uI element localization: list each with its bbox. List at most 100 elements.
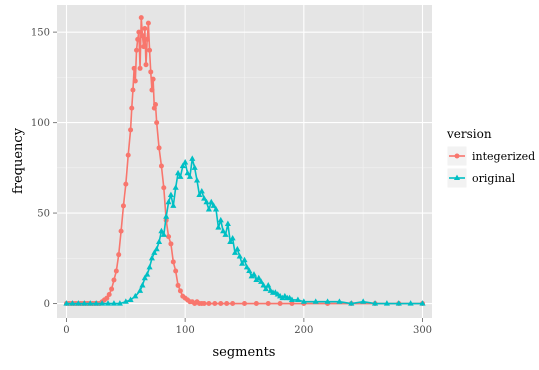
data-point-original <box>177 173 184 179</box>
data-point-integerized <box>230 301 236 307</box>
data-point-original <box>116 300 123 306</box>
data-point-original <box>172 184 179 190</box>
data-point-integerized <box>143 62 149 68</box>
data-point-original <box>165 198 172 205</box>
data-point-original <box>312 298 319 304</box>
data-point-original <box>288 296 296 302</box>
data-point-integerized <box>154 120 160 126</box>
data-point-original <box>182 159 189 165</box>
data-point-original <box>220 227 227 234</box>
data-point-original <box>155 238 163 245</box>
legend-key-marker <box>453 174 461 181</box>
data-point-original <box>153 245 160 252</box>
data-point-integerized <box>138 15 144 21</box>
data-point-integerized <box>132 78 138 84</box>
data-point-original <box>246 267 253 273</box>
data-point-original <box>160 231 167 237</box>
legend-key-marker <box>454 153 460 159</box>
data-point-integerized <box>136 29 142 35</box>
data-point-original <box>419 300 426 306</box>
legend-entry-original: original <box>446 167 516 189</box>
data-point-original <box>163 213 170 219</box>
data-point-integerized <box>161 185 167 191</box>
y-tick-label: 0 <box>44 299 50 310</box>
data-point-original <box>110 300 118 306</box>
data-point-integerized <box>130 87 136 93</box>
data-point-original <box>75 300 82 306</box>
data-point-original <box>196 191 203 198</box>
data-point-integerized <box>145 20 151 26</box>
data-point-original <box>191 164 198 170</box>
data-point-integerized <box>120 203 126 209</box>
y-axis-title: frequency <box>11 127 26 194</box>
data-point-original <box>93 300 100 306</box>
data-point-original <box>260 282 267 288</box>
data-point-integerized <box>125 152 131 158</box>
series-original <box>63 155 426 306</box>
data-point-original <box>324 298 331 304</box>
legend-title: version <box>446 127 492 141</box>
legend-label: integerized <box>472 150 535 163</box>
data-point-integerized <box>109 286 115 292</box>
data-point-original <box>336 298 343 304</box>
data-point-integerized <box>116 252 122 258</box>
data-point-original <box>127 296 134 302</box>
data-point-integerized <box>168 241 174 247</box>
data-point-original <box>137 287 144 293</box>
y-tick-label: 100 <box>31 118 50 129</box>
data-point-integerized <box>147 47 153 53</box>
data-point-integerized <box>134 47 140 53</box>
data-point-integerized <box>177 288 183 294</box>
data-point-original <box>139 282 146 288</box>
data-point-integerized <box>224 301 230 307</box>
data-point-integerized <box>106 291 112 297</box>
data-point-integerized <box>104 295 110 301</box>
data-point-original <box>170 202 177 208</box>
data-point-original <box>222 231 229 237</box>
data-point-original <box>174 169 182 176</box>
data-point-original <box>203 198 210 205</box>
data-point-integerized <box>265 301 271 307</box>
data-point-integerized <box>142 26 148 32</box>
legend-entry-integerized: integerized <box>446 145 535 167</box>
data-point-original <box>132 292 139 299</box>
data-point-original <box>224 220 231 226</box>
data-point-original <box>407 300 414 306</box>
y-tick-label: 50 <box>37 209 50 220</box>
x-axis-title: segments <box>213 345 276 360</box>
data-point-original <box>198 187 205 194</box>
data-point-integerized <box>129 105 135 111</box>
data-point-original <box>104 300 112 306</box>
data-point-integerized <box>242 301 247 307</box>
data-point-original <box>371 300 379 306</box>
data-point-integerized <box>173 268 179 274</box>
data-point-original <box>239 260 246 266</box>
data-point-integerized <box>113 268 119 274</box>
data-point-original <box>201 195 208 201</box>
data-point-original <box>63 300 70 306</box>
data-point-integerized <box>158 163 164 169</box>
data-point-original <box>234 245 241 252</box>
data-point-integerized <box>218 301 224 307</box>
data-point-original <box>241 256 248 263</box>
y-axis-ticks: 0 50 100 150 <box>31 28 57 310</box>
data-point-original <box>151 249 158 255</box>
data-point-original <box>122 298 129 304</box>
legend-entries: integerized original <box>446 145 535 189</box>
data-point-original <box>258 278 265 284</box>
data-point-original <box>193 177 201 183</box>
data-point-original <box>99 300 106 306</box>
data-point-integerized <box>128 127 134 133</box>
data-point-original <box>179 162 186 169</box>
data-point-original <box>215 224 222 230</box>
data-point-integerized <box>201 301 207 307</box>
data-point-original <box>210 202 217 208</box>
y-tick-label: 150 <box>31 28 50 39</box>
data-point-original <box>205 206 212 212</box>
x-tick-label: 300 <box>413 325 432 336</box>
data-point-original <box>250 271 258 277</box>
data-point-integerized <box>141 44 147 50</box>
data-point-integerized <box>144 36 150 42</box>
data-point-original <box>217 216 224 223</box>
